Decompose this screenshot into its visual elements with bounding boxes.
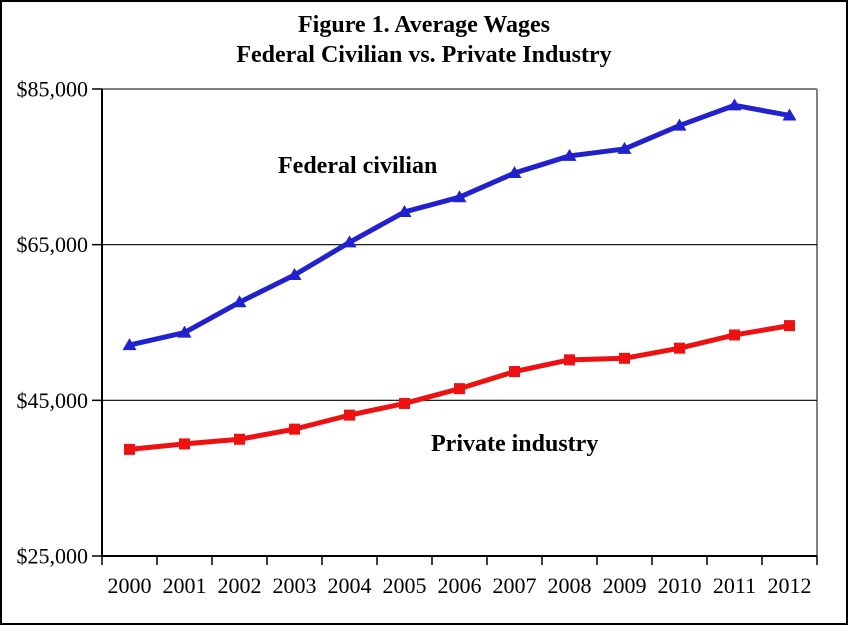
- private-industry-marker: [454, 383, 465, 395]
- x-tick-label: 2011: [713, 573, 756, 598]
- private-industry-marker: [124, 443, 135, 455]
- y-tick-label: $65,000: [17, 232, 89, 257]
- x-tick-label: 2002: [218, 573, 262, 598]
- x-tick-label: 2009: [603, 573, 647, 598]
- private-industry-marker: [179, 438, 190, 450]
- federal-civilian-marker: [617, 141, 632, 154]
- private-industry-marker: [674, 342, 685, 354]
- private-industry-marker: [289, 423, 300, 435]
- federal-civilian-marker: [342, 235, 357, 248]
- x-tick-label: 2008: [548, 573, 592, 598]
- x-tick-label: 2000: [108, 573, 152, 598]
- private-industry-marker: [729, 329, 740, 341]
- x-tick-label: 2012: [768, 573, 812, 598]
- federal-civilian-marker: [232, 295, 247, 308]
- private-industry-marker: [619, 352, 630, 364]
- x-tick-label: 2007: [493, 573, 537, 598]
- private-industry-marker: [344, 409, 355, 421]
- chart-title-block: Figure 1. Average Wages Federal Civilian…: [2, 10, 846, 70]
- chart-title: Figure 1. Average Wages: [298, 12, 550, 38]
- federal-civilian-marker: [397, 204, 412, 217]
- federal-civilian-marker: [287, 268, 302, 281]
- federal-civilian-series-label: Federal civilian: [278, 153, 438, 179]
- private-industry-marker: [784, 320, 795, 332]
- federal-civilian-marker: [177, 325, 192, 338]
- private-industry-marker: [564, 354, 575, 366]
- x-tick-label: 2006: [438, 573, 482, 598]
- private-industry-marker: [234, 433, 245, 445]
- federal-civilian-marker: [672, 118, 687, 131]
- federal-civilian-marker: [507, 166, 522, 179]
- federal-civilian-marker: [452, 190, 467, 203]
- federal-civilian-marker: [782, 108, 797, 121]
- x-tick-label: 2003: [273, 573, 317, 598]
- federal-civilian-marker: [727, 98, 742, 111]
- x-tick-label: 2004: [328, 573, 372, 598]
- x-tick-label: 2005: [383, 573, 427, 598]
- x-tick-label: 2001: [163, 573, 207, 598]
- x-tick-label: 2010: [658, 573, 702, 598]
- federal-civilian-marker: [122, 338, 137, 351]
- private-industry-marker: [399, 397, 410, 409]
- y-tick-label: $85,000: [17, 77, 89, 102]
- federal-civilian-marker: [562, 148, 577, 161]
- y-tick-label: $25,000: [17, 544, 89, 569]
- y-tick-label: $45,000: [17, 388, 89, 413]
- private-industry-series-label: Private industry: [431, 431, 599, 457]
- federal-civilian-line: [127, 102, 792, 348]
- chart-subtitle: Federal Civilian vs. Private Industry: [236, 42, 612, 68]
- private-industry-marker: [509, 366, 520, 378]
